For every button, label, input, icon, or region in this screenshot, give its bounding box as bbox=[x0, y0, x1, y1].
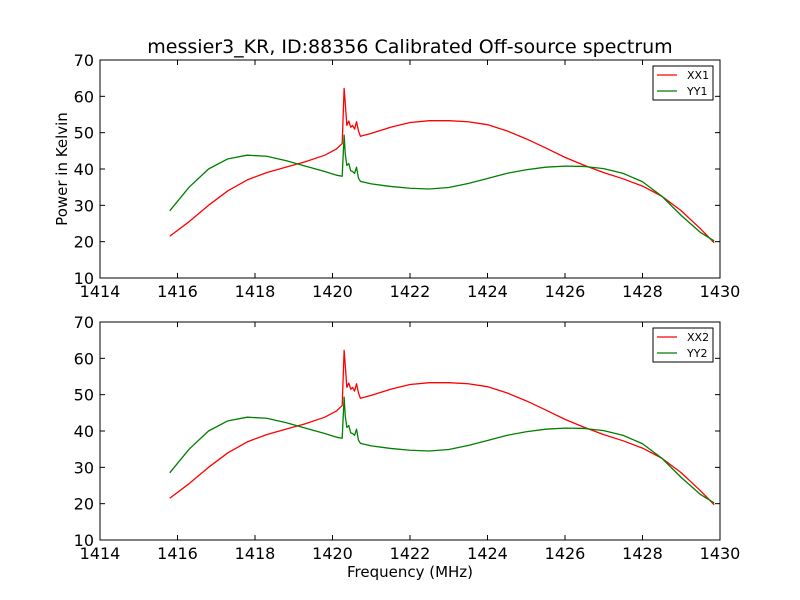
x-tick-label: 1418 bbox=[235, 544, 276, 563]
y-tick-label: 30 bbox=[74, 196, 94, 215]
legend-entry-label: XX2 bbox=[687, 331, 709, 344]
y-tick-label: 50 bbox=[74, 124, 94, 143]
series-line-xx2 bbox=[169, 349, 715, 506]
legend-entry-label: YY2 bbox=[686, 347, 707, 360]
x-tick-label: 1428 bbox=[622, 282, 663, 301]
y-tick-label: 70 bbox=[74, 51, 94, 70]
x-tick-label: 1420 bbox=[312, 282, 353, 301]
y-axis-label: Power in Kelvin bbox=[53, 112, 71, 226]
y-tick-label: 10 bbox=[74, 269, 94, 288]
plot-panel-1: 1414 1416 1418 1420 1422 1424 1426 1428 1430 10 20… bbox=[53, 51, 740, 301]
y-tick-label: 20 bbox=[74, 233, 94, 252]
x-tick-label: 1418 bbox=[235, 282, 276, 301]
chart-title: messier3_KR, ID:88356 Calibrated Off-sou… bbox=[147, 36, 672, 58]
x-tick-label: 1422 bbox=[390, 544, 431, 563]
x-tick-label: 1422 bbox=[390, 282, 431, 301]
plot-panels: 1414 1416 1418 1420 1422 1424 1426 1428 1430 10 20… bbox=[53, 51, 740, 581]
x-tick-label: 1430 bbox=[700, 544, 741, 563]
y-tick-label: 40 bbox=[74, 422, 94, 441]
y-tick-label: 60 bbox=[74, 87, 94, 106]
legend-entry-label: YY1 bbox=[686, 85, 707, 98]
series-line-yy1 bbox=[169, 134, 715, 242]
y-tick-label: 60 bbox=[74, 349, 94, 368]
x-tick-label: 1430 bbox=[700, 282, 741, 301]
y-tick-label: 70 bbox=[74, 313, 94, 332]
x-tick-label: 1426 bbox=[545, 544, 586, 563]
y-tick-label: 30 bbox=[74, 458, 94, 477]
x-tick-label: 1424 bbox=[467, 544, 508, 563]
x-tick-label: 1416 bbox=[157, 544, 198, 563]
plot-panel-2: 1414 1416 1418 1420 1422 1424 1426 1428 1430 10 20… bbox=[74, 313, 741, 581]
y-tick-label: 40 bbox=[74, 160, 94, 179]
x-tick-label: 1426 bbox=[545, 282, 586, 301]
legend-box bbox=[652, 65, 714, 101]
series-line-yy2 bbox=[169, 396, 715, 504]
x-tick-label: 1414 bbox=[80, 544, 121, 563]
x-tick-label: 1428 bbox=[622, 544, 663, 563]
x-tick-label: 1424 bbox=[467, 282, 508, 301]
y-tick-label: 10 bbox=[74, 531, 94, 550]
x-axis-label: Frequency (MHz) bbox=[347, 563, 473, 581]
x-tick-label: 1420 bbox=[312, 544, 353, 563]
legend-box bbox=[652, 327, 714, 363]
legend-entry-label: XX1 bbox=[687, 69, 709, 82]
series-line-xx1 bbox=[169, 87, 715, 244]
y-tick-label: 20 bbox=[74, 495, 94, 514]
x-tick-label: 1416 bbox=[157, 282, 198, 301]
y-tick-label: 50 bbox=[74, 386, 94, 405]
x-tick-label: 1414 bbox=[80, 282, 121, 301]
